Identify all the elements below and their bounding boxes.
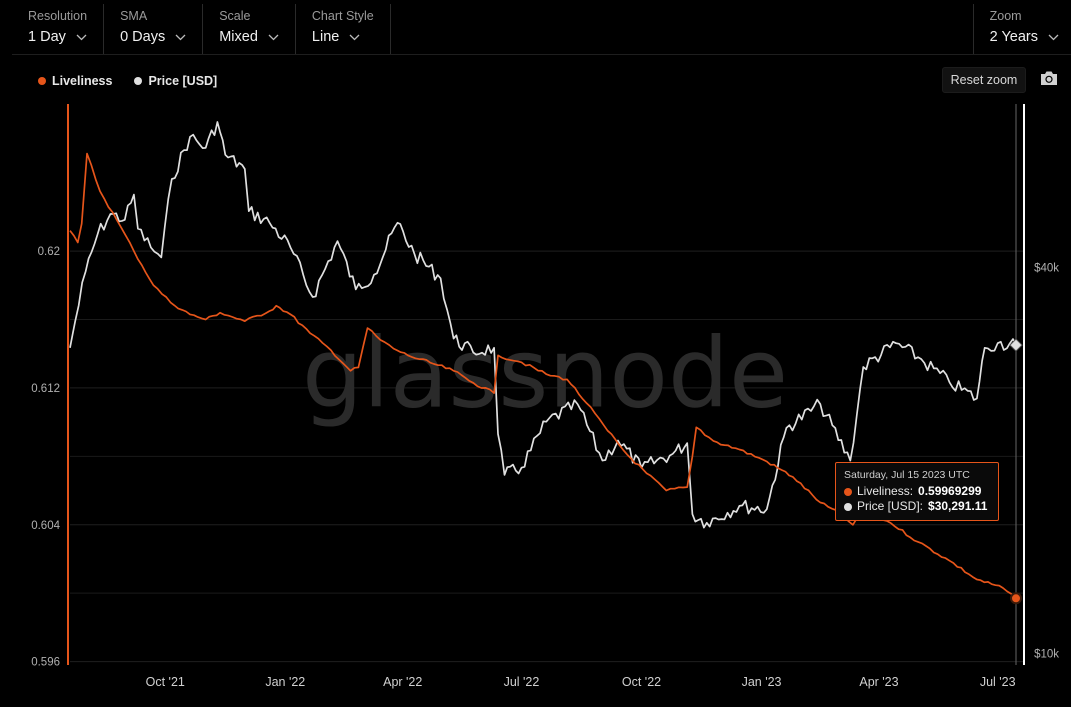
zoom-dropdown[interactable]: Zoom 2 Years — [974, 4, 1071, 54]
chevron-down-icon — [76, 34, 87, 40]
camera-icon[interactable] — [1040, 70, 1058, 86]
tooltip-liveliness-dot — [844, 487, 852, 496]
y-right-tick-label: $40k — [1034, 263, 1059, 275]
x-tick-label: Jan '22 — [265, 675, 305, 689]
x-axis: Oct '21 Jan '22 Apr '22 Jul '22 Oct '22 Jan '… — [146, 675, 1016, 689]
legend-label-price: Price [USD] — [148, 74, 218, 88]
y-left-tick-label: 0.596 — [31, 657, 60, 669]
y-axis-right: $40k $10k — [1034, 263, 1059, 661]
liveliness-hover-marker — [1010, 592, 1022, 605]
price-series-line — [69, 121, 1017, 529]
tooltip-price-label: Price [USD]: — [857, 499, 924, 513]
y-axis-left: 0.62 0.612 0.604 0.596 — [31, 246, 60, 668]
toolbar-divider — [12, 54, 1071, 55]
x-tick-label: Jan '23 — [742, 675, 782, 689]
price-legend-dot — [134, 77, 143, 85]
y-right-tick-label: $10k — [1034, 649, 1059, 661]
y-left-tick-label: 0.62 — [38, 246, 60, 258]
chevron-down-icon — [349, 34, 360, 40]
chevron-down-icon — [268, 34, 279, 40]
x-tick-label: Apr '23 — [859, 675, 898, 689]
zoom-value: 2 Years — [989, 29, 1038, 45]
toolbar-spacer — [391, 4, 974, 54]
sma-label: SMA — [120, 9, 148, 23]
price-hover-marker — [1009, 338, 1023, 352]
chart-style-value: Line — [311, 29, 340, 45]
tooltip-price-value: $30,291.11 — [928, 499, 988, 513]
scale-label: Scale — [219, 9, 251, 23]
chart-style-label: Chart Style — [311, 9, 374, 23]
chart-toolbar: Resolution 1 Day SMA 0 Days Scale Mixed … — [12, 4, 1071, 54]
x-tick-label: Oct '21 — [146, 675, 185, 689]
legend-label-liveliness: Liveliness — [52, 74, 113, 88]
tooltip-liveliness-label: Liveliness: — [857, 484, 914, 498]
liveliness-legend-dot — [38, 77, 46, 85]
resolution-label: Resolution — [28, 9, 88, 23]
scale-dropdown[interactable]: Scale Mixed — [203, 4, 296, 54]
sma-dropdown[interactable]: SMA 0 Days — [104, 4, 204, 54]
legend-item-liveliness[interactable]: Liveliness — [38, 74, 112, 88]
zoom-label: Zoom — [989, 9, 1022, 23]
x-tick-label: Oct '22 — [622, 675, 661, 689]
chevron-down-icon — [175, 34, 186, 40]
y-left-tick-label: 0.612 — [31, 383, 60, 395]
hover-tooltip: Saturday, Jul 15 2023 UTC Liveliness: 0.… — [835, 462, 999, 521]
tooltip-date: Saturday, Jul 15 2023 UTC — [844, 469, 970, 481]
x-tick-label: Apr '22 — [383, 675, 422, 689]
tooltip-price-dot — [844, 502, 852, 511]
hover-markers — [1009, 338, 1023, 605]
chart-style-dropdown[interactable]: Chart Style Line — [296, 4, 391, 54]
chart-legend: Liveliness Price [USD] — [38, 74, 217, 88]
gridlines — [70, 250, 1024, 663]
x-tick-label: Jul '23 — [980, 675, 1016, 689]
chevron-down-icon — [1048, 34, 1059, 40]
resolution-dropdown[interactable]: Resolution 1 Day — [12, 4, 105, 54]
scale-value: Mixed — [219, 29, 258, 45]
y-left-tick-label: 0.604 — [31, 520, 60, 532]
resolution-value: 1 Day — [28, 29, 66, 45]
x-tick-label: Jul '22 — [504, 675, 540, 689]
legend-item-price[interactable]: Price [USD] — [134, 74, 217, 88]
reset-zoom-button[interactable]: Reset zoom — [942, 67, 1026, 93]
sma-value: 0 Days — [120, 29, 166, 45]
tooltip-liveliness-value: 0.59969299 — [918, 484, 982, 498]
